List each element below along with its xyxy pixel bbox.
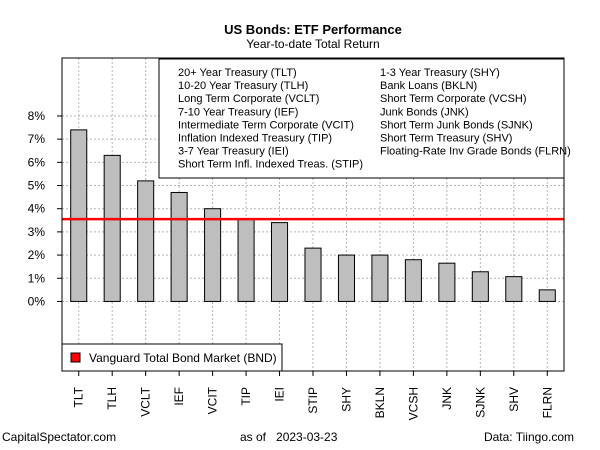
y-tick-label: 6% [28,155,46,169]
x-tick-label: IEI [273,387,287,402]
chart-subtitle: Year-to-date Total Return [246,37,379,51]
legend-entry: 7-10 Year Treasury (IEF) [178,106,298,118]
legend-entry: Bank Loans (BKLN) [380,80,477,92]
legend-box [158,58,565,179]
bar-vcit [204,208,222,302]
x-tick-label: TLH [105,387,119,410]
y-tick-label: 7% [28,132,46,146]
legend-entry: Short Term Corporate (VCSH) [380,93,527,105]
bar-jnk [438,262,456,302]
chart-title: US Bonds: ETF Performance [224,22,402,37]
x-tick-label: IEF [172,387,186,406]
x-tick-label: TIP [239,387,253,406]
legend-entry: Junk Bonds (JNK) [380,106,469,118]
x-tick-label: BKLN [373,387,387,418]
y-axis: 0% 1% 2% 3% 4% 5% 6% 7% 8% [28,109,62,308]
bar-vcsh [404,259,422,302]
legend-entry: Short Term Treasury (SHV) [380,133,512,145]
bar-vclt [137,180,155,302]
x-tick-label: TLT [72,386,86,407]
x-axis: TLT TLH VCLT IEF VCIT TIP IEI STIP SHY BKLN VCSH JN… [72,371,554,420]
bar-iei [271,222,289,302]
x-tick-label: STIP [306,387,320,414]
reference-legend-box [61,343,283,372]
bar-tlh [103,154,121,302]
y-tick-label: 2% [28,248,46,262]
legend-entry: Inflation Indexed Treasury (TIP) [178,133,332,145]
legend-entry: Short Term Junk Bonds (SJNK) [380,119,533,131]
bar-flrn [538,289,556,302]
legend-entry: Intermediate Term Corporate (VCIT) [178,119,354,131]
y-tick-label: 4% [28,202,46,216]
x-tick-label: VCSH [406,387,420,420]
legend-entry: Floating-Rate Inv Grade Bonds (FLRN) [380,146,571,158]
footer-source-left: CapitalSpectator.com [2,430,117,444]
legend-entry: Long Term Corporate (VCLT) [178,93,319,105]
bar-shy [337,254,355,302]
reference-legend-swatch [70,352,81,363]
bar-bkln [371,254,389,302]
x-tick-label: JNK [440,387,454,410]
legend-entry: 10-20 Year Treasury (TLH) [178,80,308,92]
bar-stip [304,247,322,302]
bar-sjnk [471,271,489,302]
x-tick-label: SHY [339,387,353,412]
x-tick-label: FLRN [540,387,554,418]
x-tick-label: VCLT [139,386,153,416]
footer-as-of-date: as of 2023-03-23 [240,430,338,444]
x-tick-label: VCIT [206,386,220,414]
bar-tip [237,218,255,302]
y-tick-label: 3% [28,225,46,239]
reference-legend: Vanguard Total Bond Market (BND) [61,343,283,372]
legend-entry: 3-7 Year Treasury (IEI) [178,146,289,158]
reference-legend-label: Vanguard Total Bond Market (BND) [89,351,277,365]
legend-entry: 20+ Year Treasury (TLT) [178,67,297,79]
y-tick-label: 0% [28,294,46,308]
bar-ief [170,191,188,302]
y-tick-label: 8% [28,109,46,123]
legend-entry: Short Term Infl. Indexed Treas. (STIP) [178,159,363,171]
x-tick-label: SHV [507,387,521,412]
legend-entry: 1-3 Year Treasury (SHY) [380,67,500,79]
y-tick-label: 1% [28,271,46,285]
y-tick-label: 5% [28,179,46,193]
bar-tlt [70,129,88,302]
footer-data-source: Data: Tiingo.com [483,430,574,444]
bar-shv [505,276,523,302]
x-tick-label: SJNK [473,387,487,418]
legend: 20+ Year Treasury (TLT)10-20 Year Treasu… [158,58,571,179]
plot-frame [61,57,565,372]
